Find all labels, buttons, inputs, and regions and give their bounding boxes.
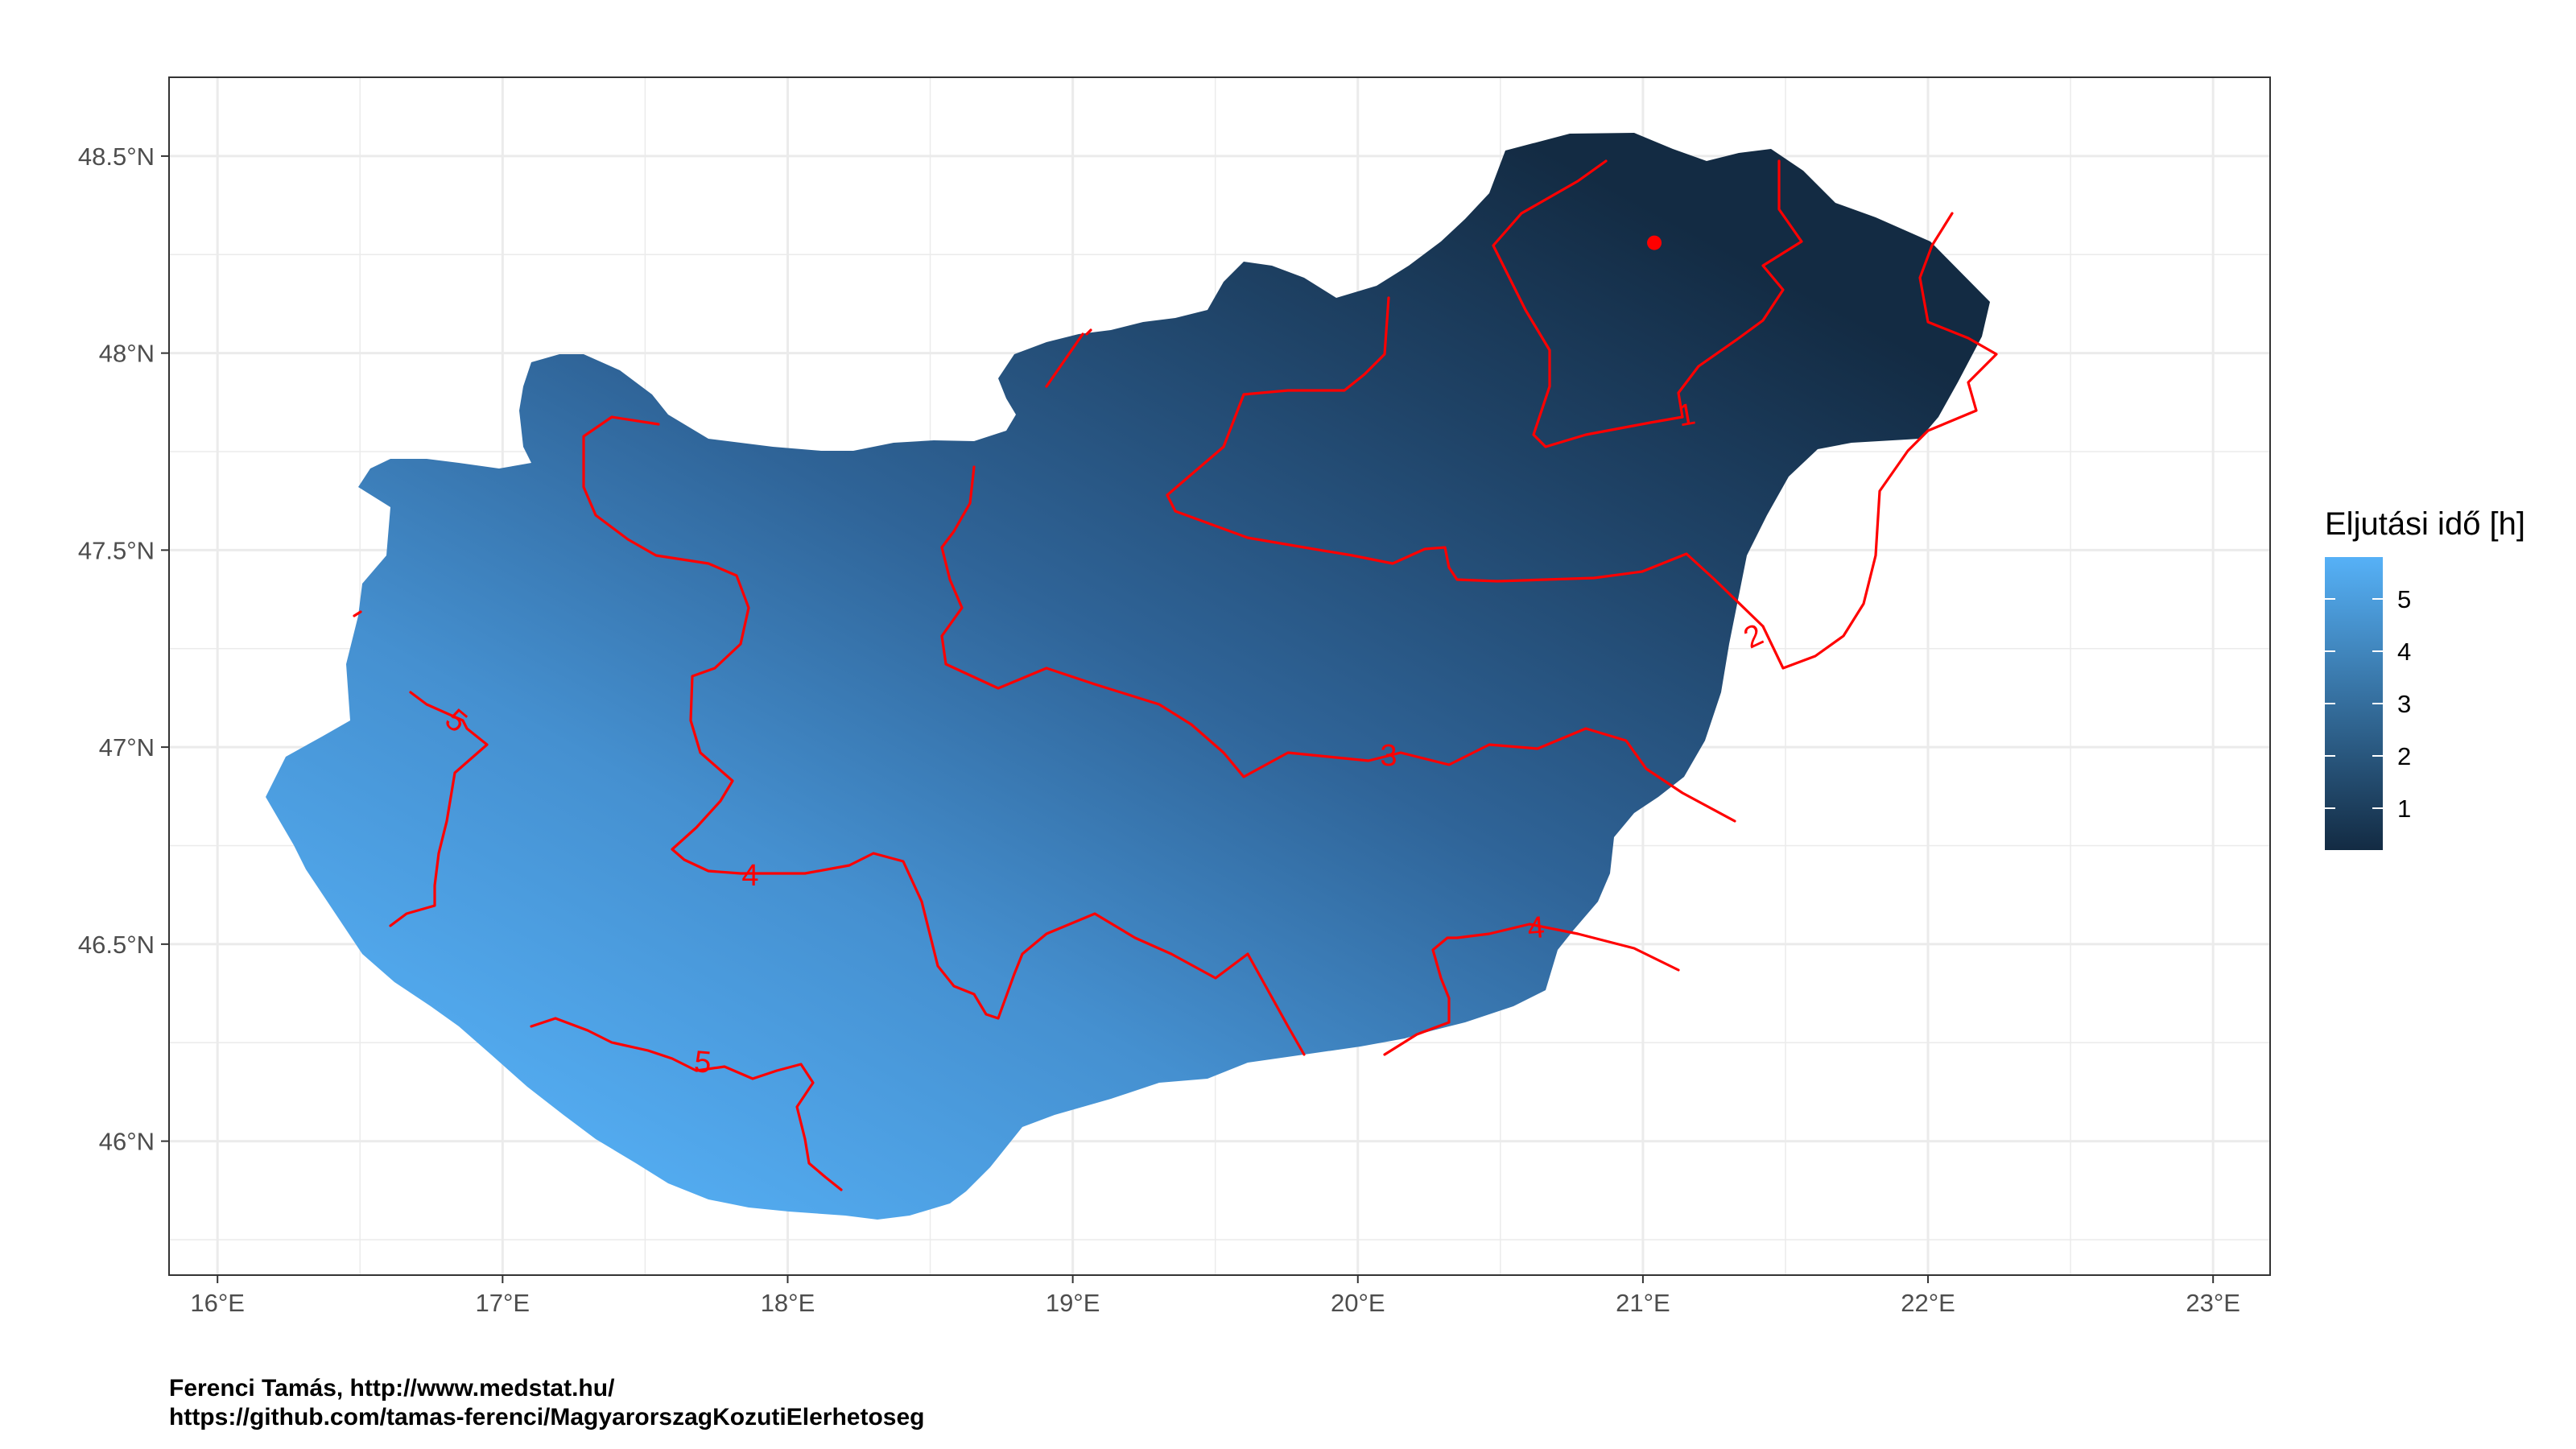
contour-line <box>1085 328 1092 336</box>
legend-ticks: 5 4 3 2 1 <box>2325 585 2411 823</box>
x-axis-tick-label: 19°E <box>1046 1289 1100 1317</box>
legend-tick-label: 2 <box>2397 742 2411 770</box>
caption-author: Ferenci Tamás, http://www.medstat.hu/ <box>169 1375 615 1402</box>
y-axis: 46°N 46.5°N 47°N 47.5°N 48°N 48.5°N <box>78 142 169 1156</box>
x-axis-tick-label: 17°E <box>476 1289 530 1317</box>
y-axis-tick-label: 47°N <box>99 733 155 762</box>
legend-tick-label: 1 <box>2397 795 2411 823</box>
contour-label: 4 <box>741 859 758 893</box>
caption-repo-url: https://github.com/tamas-ferenci/Magyaro… <box>169 1404 925 1430</box>
plot-panel-border <box>168 76 2271 1276</box>
y-axis-tick-label: 46°N <box>99 1128 155 1156</box>
contour-line <box>1383 923 1680 1056</box>
y-axis-tick-label: 48°N <box>99 340 155 368</box>
contour-line <box>1492 159 1684 448</box>
legend-tick-label: 4 <box>2397 638 2411 666</box>
origin-point-marker <box>1647 235 1662 250</box>
y-axis-tick-label: 47.5°N <box>78 536 155 564</box>
legend-title: Eljutási idő [h] <box>2325 506 2525 542</box>
x-axis-tick-label: 18°E <box>761 1289 815 1317</box>
x-axis: 16°E 17°E 18°E 19°E 20°E 21°E 22°E 23°E <box>190 1275 2240 1317</box>
contour-label: 3 <box>1380 739 1397 773</box>
contour-line <box>530 1017 843 1191</box>
contour-line <box>1761 212 1998 670</box>
x-axis-tick-label: 23°E <box>2186 1289 2240 1317</box>
contour-line <box>1166 296 1765 628</box>
legend: Eljutási idő [h] 5 4 3 2 1 <box>2325 506 2525 850</box>
contour-line <box>1045 332 1084 388</box>
x-axis-tick-label: 22°E <box>1901 1289 1955 1317</box>
x-axis-tick-label: 20°E <box>1331 1289 1385 1317</box>
contour-line <box>389 691 489 927</box>
contour-label: 4 <box>1526 910 1546 946</box>
x-axis-tick-label: 16°E <box>190 1289 245 1317</box>
y-axis-tick-label: 46.5°N <box>78 931 155 959</box>
hungary-territory <box>266 133 1990 1220</box>
contour-line <box>940 465 1736 823</box>
x-axis-tick-label: 21°E <box>1616 1289 1670 1317</box>
contour-line <box>353 610 362 617</box>
y-axis-tick-label: 48.5°N <box>78 142 155 171</box>
contour-line <box>582 415 1306 1056</box>
legend-tick-label: 3 <box>2397 690 2411 718</box>
contour-line <box>1677 159 1803 419</box>
contour-label: 5 <box>693 1045 713 1080</box>
contour-lines <box>353 159 1998 1191</box>
legend-tick-label: 5 <box>2397 585 2411 613</box>
